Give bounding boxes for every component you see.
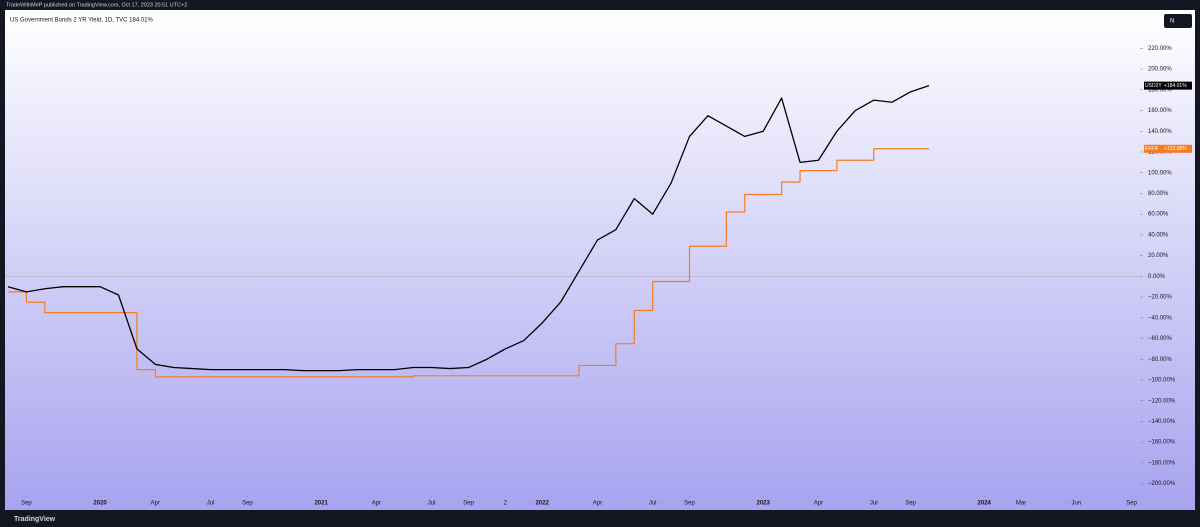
y-tick-label: 220.00% (1148, 46, 1172, 52)
price-tag-box (1162, 144, 1192, 153)
x-tick-label: 2024 (978, 501, 992, 507)
publish-info: TradeWithMeP published on TradingView.co… (6, 2, 187, 8)
y-tick-label: −160.00% (1148, 440, 1176, 446)
x-tick-label: 2020 (93, 501, 107, 507)
price-tag-name: EFFR (1145, 146, 1158, 152)
footer (0, 510, 1200, 527)
x-tick-label: 2 (504, 501, 508, 507)
x-tick-label: Jul (207, 501, 215, 507)
brand: TradingView (14, 516, 56, 523)
y-tick-label: 40.00% (1148, 232, 1169, 238)
price-tag-box (1162, 81, 1192, 90)
series-line (8, 148, 929, 378)
y-tick-label: 200.00% (1148, 67, 1172, 73)
x-tick-label: Sep (684, 501, 695, 507)
y-tick-label: 140.00% (1148, 129, 1172, 135)
y-tick-label: −140.00% (1148, 419, 1176, 425)
x-tick-label: 2022 (535, 501, 549, 507)
x-tick-label: Jun (1071, 501, 1081, 507)
y-tick-label: 100.00% (1148, 170, 1172, 176)
plot-background (5, 10, 1195, 510)
y-tick-label: −80.00% (1148, 357, 1173, 363)
price-tag-name-box (1144, 81, 1162, 90)
x-tick-label: Jul (428, 501, 436, 507)
x-tick-label: Sep (242, 501, 253, 507)
y-tick-label: −20.00% (1148, 295, 1173, 301)
chart-title: US Government Bonds 2 YR Yield, 1D, TVC … (10, 18, 154, 24)
x-tick-label: Apr (151, 501, 160, 507)
y-tick-label: 60.00% (1148, 212, 1169, 218)
x-tick-label: Apr (593, 501, 602, 507)
x-tick-label: Sep (905, 501, 916, 507)
y-tick-label: 160.00% (1148, 108, 1172, 114)
x-tick-label: Jul (870, 501, 878, 507)
x-tick-label: Apr (372, 501, 381, 507)
x-tick-label: Sep (1126, 501, 1137, 507)
y-tick-label: −60.00% (1148, 336, 1173, 342)
price-tag: +123.08% (1164, 146, 1187, 152)
x-tick-label: Jul (649, 501, 657, 507)
x-tick-label: Sep (463, 501, 474, 507)
x-tick-label: 2021 (314, 501, 328, 507)
series-line (7, 85, 930, 372)
price-tag-name-box (1144, 144, 1162, 153)
x-tick-label: Sep (21, 501, 32, 507)
toolbar-button[interactable] (1164, 14, 1192, 28)
y-tick-label: −200.00% (1148, 481, 1176, 487)
price-tag-name: USD2Y (1145, 83, 1162, 89)
y-tick-label: −120.00% (1148, 398, 1176, 404)
x-tick-label: Apr (814, 501, 823, 507)
toolbar-button-label: N (1170, 19, 1174, 25)
plot: 220.00%200.00%180.00%160.00%140.00%120.0… (5, 46, 1192, 507)
y-tick-label: −180.00% (1148, 460, 1176, 466)
price-tag: +184.01% (1164, 83, 1187, 89)
y-tick-label: −100.00% (1148, 378, 1176, 384)
y-tick-label: 20.00% (1148, 253, 1169, 259)
y-tick-label: 80.00% (1148, 191, 1169, 197)
y-tick-label: −40.00% (1148, 315, 1173, 321)
y-tick-label: 180.00% (1148, 87, 1172, 93)
y-tick-label: 0.00% (1148, 274, 1166, 280)
x-tick-label: Mar (1016, 501, 1026, 507)
x-tick-label: 2023 (757, 501, 771, 507)
